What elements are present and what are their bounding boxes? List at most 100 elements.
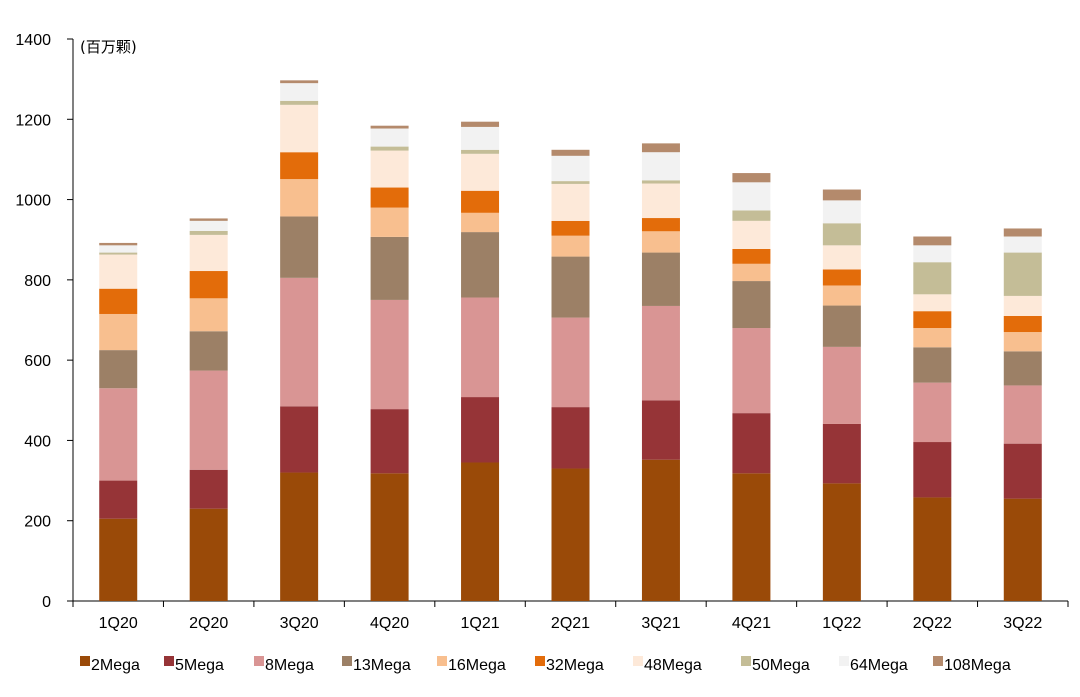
bar-segment-64Mega — [461, 126, 500, 150]
x-tick-label: 4Q21 — [732, 615, 771, 632]
bar-segment-32Mega — [280, 152, 319, 180]
bar-segment-5Mega — [732, 413, 771, 474]
bar-segment-8Mega — [370, 299, 409, 410]
bar-segment-48Mega — [732, 220, 771, 249]
bar-segment-32Mega — [822, 269, 861, 286]
bar-segment-2Mega — [370, 473, 409, 601]
bar-segment-2Mega — [551, 468, 590, 601]
bar-segment-48Mega — [551, 183, 590, 221]
bar-segment-64Mega — [641, 152, 680, 181]
bar-segment-32Mega — [99, 288, 138, 314]
legend-swatch — [80, 656, 90, 666]
legend-label: 8Mega — [265, 657, 314, 674]
bar-segment-2Mega — [99, 518, 138, 601]
bar-segment-8Mega — [189, 370, 228, 470]
bar-segment-13Mega — [732, 281, 771, 329]
x-tick-label: 2Q22 — [913, 615, 952, 632]
bar-segment-16Mega — [99, 313, 138, 351]
bar-segment-16Mega — [189, 298, 228, 332]
bars — [99, 80, 1042, 601]
bar-segment-16Mega — [732, 263, 771, 282]
bar-segment-48Mega — [461, 153, 500, 191]
bar-segment-64Mega — [370, 128, 409, 147]
y-tick-label: 400 — [24, 433, 51, 450]
bar-segment-32Mega — [461, 190, 500, 213]
bar-segment-5Mega — [189, 469, 228, 509]
legend-label: 64Mega — [850, 657, 908, 674]
bar-segment-5Mega — [822, 423, 861, 484]
legend-swatch — [254, 656, 264, 666]
bar-segment-16Mega — [1003, 332, 1042, 352]
bar-segment-32Mega — [913, 311, 952, 329]
bar-segment-13Mega — [370, 236, 409, 300]
bar-segment-5Mega — [551, 407, 590, 469]
bar-segment-50Mega — [1003, 252, 1042, 296]
bar-segment-48Mega — [189, 234, 228, 272]
bar-segment-48Mega — [280, 104, 319, 153]
bar-segment-2Mega — [189, 508, 228, 601]
legend-swatch — [342, 656, 352, 666]
bar-segment-2Mega — [641, 459, 680, 601]
bar-segment-108Mega — [189, 218, 228, 221]
bar-segment-50Mega — [822, 223, 861, 246]
bar-segment-64Mega — [822, 200, 861, 224]
bar-segment-8Mega — [732, 328, 771, 414]
bar-segment-48Mega — [822, 245, 861, 270]
legend-swatch — [633, 656, 643, 666]
bar-segment-108Mega — [99, 242, 138, 246]
bar-segment-108Mega — [913, 236, 952, 246]
bar-segment-5Mega — [461, 397, 500, 463]
bar-segment-16Mega — [641, 231, 680, 253]
bar-stack-2Q20 — [189, 218, 228, 601]
bar-segment-108Mega — [280, 80, 319, 84]
bar-segment-8Mega — [99, 388, 138, 481]
bar-segment-2Mega — [732, 473, 771, 601]
bar-segment-108Mega — [732, 173, 771, 183]
bar-segment-8Mega — [461, 297, 500, 398]
legend-item-64Mega: 64Mega — [839, 656, 908, 674]
legend-swatch — [741, 656, 751, 666]
bar-segment-8Mega — [551, 317, 590, 408]
bar-segment-16Mega — [913, 328, 952, 348]
bar-stack-4Q20 — [370, 125, 409, 601]
legend-swatch — [535, 656, 545, 666]
legend-item-5Mega: 5Mega — [164, 656, 224, 674]
legend-item-8Mega: 8Mega — [254, 656, 314, 674]
bar-segment-108Mega — [1003, 228, 1042, 237]
bar-segment-8Mega — [641, 305, 680, 401]
legend-label: 108Mega — [944, 657, 1011, 674]
bar-segment-32Mega — [370, 187, 409, 208]
bar-segment-32Mega — [641, 218, 680, 232]
bar-segment-64Mega — [280, 83, 319, 101]
legend: 2Mega 5Mega 8Mega 13Mega 16Mega 32Mega 48Mega 5… — [80, 656, 1011, 674]
bar-stack-1Q20 — [99, 242, 138, 601]
bar-segment-13Mega — [551, 256, 590, 318]
bar-segment-5Mega — [99, 480, 138, 519]
bar-segment-2Mega — [1003, 498, 1042, 601]
bar-segment-50Mega — [370, 146, 409, 151]
bar-segment-13Mega — [280, 216, 319, 278]
bar-segment-48Mega — [99, 254, 138, 289]
legend-swatch — [437, 656, 447, 666]
y-tick-label: 1000 — [15, 193, 51, 210]
bar-segment-108Mega — [370, 125, 409, 129]
legend-label: 2Mega — [91, 657, 140, 674]
x-tick-label: 1Q21 — [460, 615, 499, 632]
bar-segment-32Mega — [1003, 315, 1042, 333]
x-tick-label: 4Q20 — [370, 615, 409, 632]
bar-segment-13Mega — [641, 252, 680, 306]
x-tick-label: 3Q22 — [1003, 615, 1042, 632]
x-tick-label: 2Q20 — [189, 615, 228, 632]
bar-segment-2Mega — [822, 483, 861, 601]
bar-stack-3Q21 — [641, 143, 680, 601]
bar-segment-64Mega — [551, 155, 590, 182]
x-axis: 1Q20 2Q20 3Q20 4Q20 1Q21 2Q21 3Q21 4Q21 1Q22 2Q22… — [72, 600, 1069, 632]
bar-segment-50Mega — [189, 230, 228, 235]
y-tick-label: 600 — [24, 353, 51, 370]
bar-segment-50Mega — [732, 210, 771, 221]
legend-swatch — [164, 656, 174, 666]
bar-segment-13Mega — [461, 232, 500, 298]
bar-segment-8Mega — [913, 382, 952, 443]
bar-segment-2Mega — [913, 497, 952, 601]
bar-segment-32Mega — [732, 248, 771, 264]
